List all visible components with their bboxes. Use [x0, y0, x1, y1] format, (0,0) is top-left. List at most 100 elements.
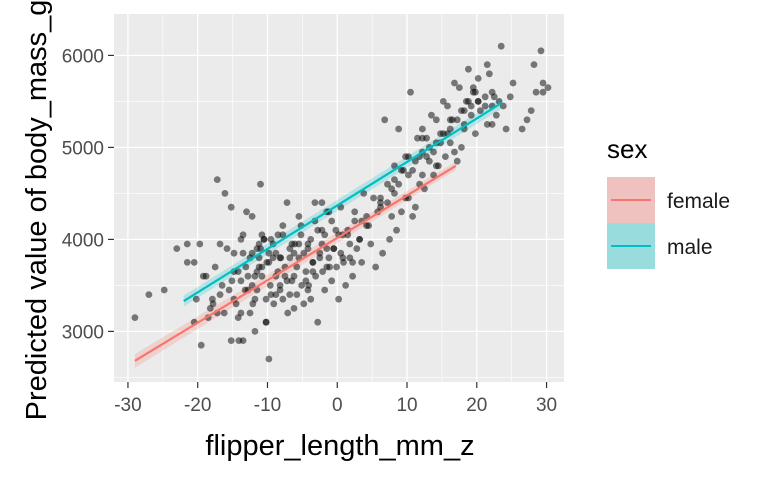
- data-point: [265, 259, 273, 266]
- data-point: [276, 282, 284, 289]
- data-point: [430, 148, 437, 156]
- data-point: [265, 355, 273, 363]
- y-tick-label: 6000: [62, 46, 104, 67]
- data-point: [395, 180, 403, 188]
- data-point: [349, 259, 357, 266]
- data-point: [293, 263, 301, 271]
- data-point: [316, 254, 324, 262]
- data-point: [288, 240, 296, 248]
- x-tick-label: 0: [332, 395, 343, 416]
- data-point: [302, 268, 310, 275]
- data-point: [323, 263, 331, 271]
- data-point: [499, 102, 507, 110]
- data-point: [356, 236, 363, 243]
- data-point: [279, 231, 287, 239]
- x-tick-label: -10: [254, 395, 281, 416]
- data-point: [262, 318, 270, 326]
- data-point: [239, 249, 247, 257]
- y-tick-label: 3000: [62, 322, 104, 343]
- data-point: [218, 282, 226, 289]
- data-point: [269, 254, 277, 262]
- data-point: [330, 245, 338, 253]
- data-point: [262, 295, 270, 303]
- data-point: [539, 88, 547, 96]
- data-point: [279, 295, 287, 303]
- data-point: [384, 180, 391, 188]
- data-point: [309, 259, 317, 266]
- data-point: [411, 157, 419, 165]
- data-point: [453, 157, 461, 165]
- data-point: [423, 153, 430, 161]
- data-point: [455, 84, 463, 91]
- data-point: [328, 217, 336, 225]
- x-tick-label: -20: [184, 395, 211, 416]
- data-point: [502, 125, 510, 133]
- grid-lines: [114, 14, 564, 382]
- data-point: [216, 291, 224, 298]
- data-point: [225, 286, 233, 294]
- regression-lines: [134, 102, 502, 362]
- data-point: [367, 240, 375, 248]
- data-point: [230, 249, 238, 257]
- data-point: [242, 263, 250, 271]
- data-point: [388, 213, 396, 220]
- data-point: [251, 328, 259, 335]
- data-point: [453, 116, 461, 124]
- data-point: [377, 199, 384, 207]
- data-point: [297, 231, 305, 239]
- data-point: [197, 341, 205, 349]
- data-point: [286, 291, 294, 298]
- data-point: [471, 130, 479, 138]
- data-point: [418, 171, 426, 179]
- data-point: [266, 282, 274, 289]
- data-point: [381, 116, 389, 124]
- data-point: [295, 213, 303, 220]
- data-point: [223, 245, 231, 253]
- data-point: [349, 272, 357, 280]
- data-point: [444, 102, 451, 110]
- data-point: [407, 88, 414, 96]
- data-point: [304, 286, 312, 294]
- data-point: [173, 245, 181, 253]
- data-point: [284, 309, 292, 317]
- data-point: [458, 144, 465, 151]
- x-axis-title: flipper_length_mm_z: [205, 430, 474, 462]
- data-point: [227, 337, 235, 344]
- data-point: [300, 249, 308, 257]
- legend-label-female: female: [667, 190, 730, 213]
- data-point: [183, 259, 191, 266]
- data-point: [481, 93, 489, 101]
- data-point: [258, 231, 266, 239]
- data-point: [196, 240, 204, 248]
- data-point: [439, 98, 447, 105]
- data-point: [393, 226, 400, 234]
- x-tick-label: -30: [114, 395, 141, 416]
- data-point: [290, 305, 298, 312]
- data-point: [244, 272, 252, 280]
- data-point: [428, 111, 435, 119]
- data-point: [311, 199, 319, 207]
- data-point: [220, 309, 228, 317]
- data-point: [290, 249, 298, 257]
- data-point: [474, 75, 482, 82]
- data-point: [190, 259, 198, 266]
- data-point: [346, 240, 354, 248]
- regression-line-female: [134, 164, 457, 362]
- data-point: [446, 116, 454, 124]
- data-point: [213, 176, 221, 184]
- data-point: [227, 203, 235, 211]
- data-point: [248, 249, 256, 257]
- data-point: [539, 79, 547, 87]
- data-point: [209, 300, 217, 308]
- data-point: [372, 263, 380, 271]
- data-point: [258, 272, 266, 280]
- x-tick-label: 20: [466, 395, 487, 416]
- data-point: [211, 263, 219, 271]
- data-point: [544, 84, 552, 91]
- data-point: [237, 277, 245, 285]
- data-point: [532, 88, 540, 96]
- data-point: [465, 98, 472, 105]
- x-tick-label: 30: [536, 395, 557, 416]
- data-point: [270, 300, 278, 308]
